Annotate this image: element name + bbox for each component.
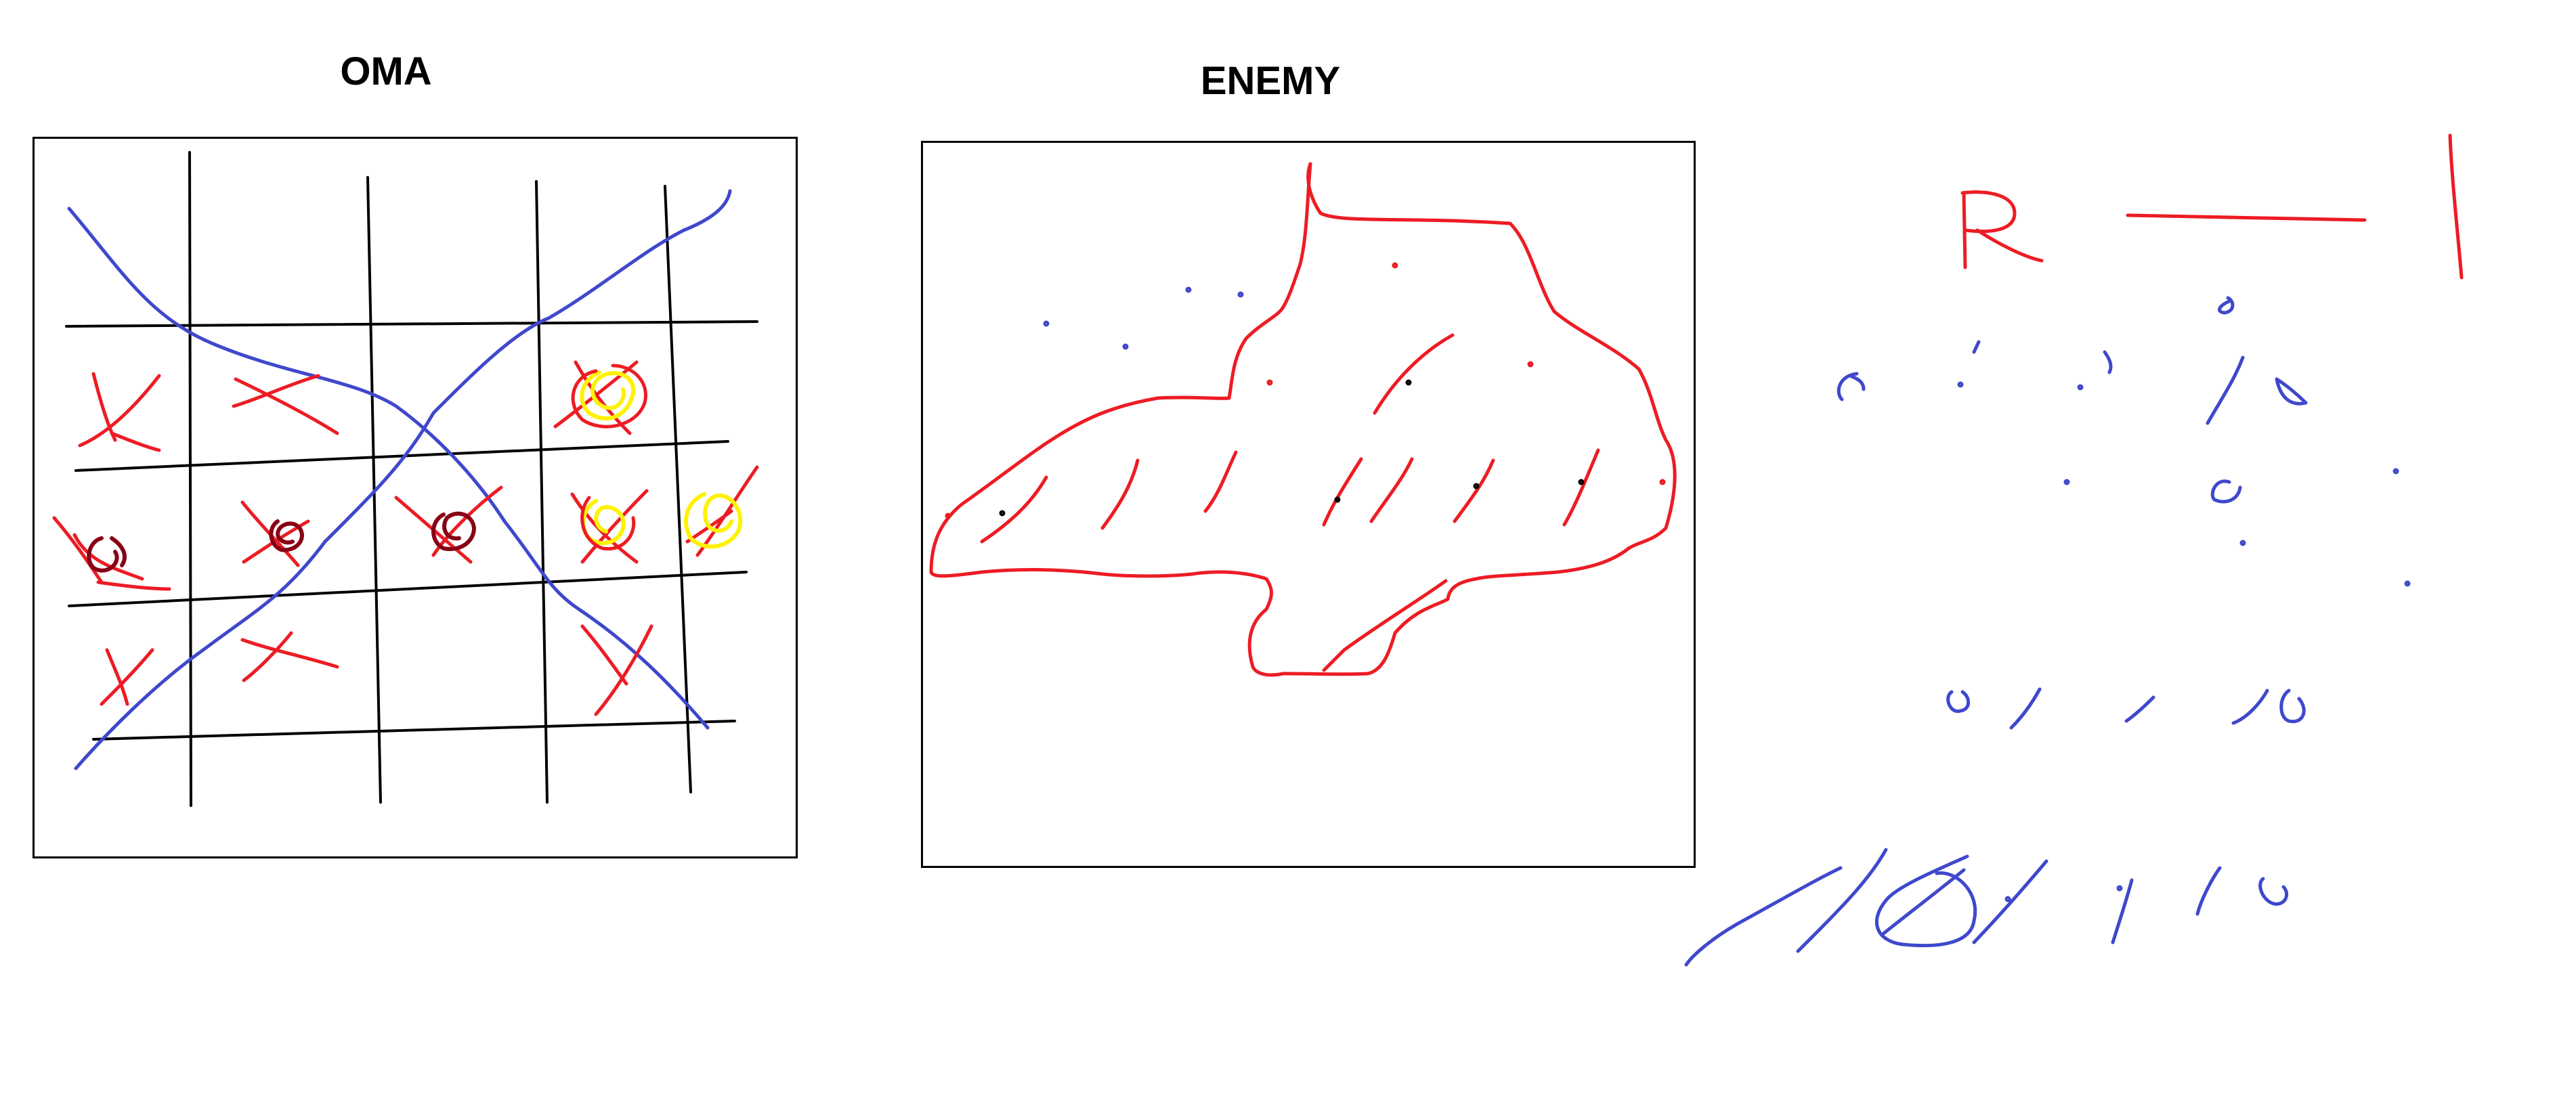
own-board-title: OMA xyxy=(340,49,432,93)
own-board-blue-crossings xyxy=(67,189,732,770)
enemy-board-black-dots xyxy=(999,379,1585,517)
enemy-board-ship-outline xyxy=(929,162,1677,677)
enemy-board-hatch-marks xyxy=(945,262,1666,672)
enemy-board-blue-dots xyxy=(1043,286,1244,350)
legend-red-strokes xyxy=(1960,133,2464,280)
enemy-board-frame[interactable] xyxy=(921,141,1696,868)
own-board-grid xyxy=(65,151,758,807)
enemy-board-title: ENEMY xyxy=(1200,59,1341,103)
own-board-red-circles xyxy=(571,364,647,551)
right-blue-scribbles xyxy=(1684,296,2411,967)
own-board-dark-hit-marks xyxy=(87,511,476,573)
